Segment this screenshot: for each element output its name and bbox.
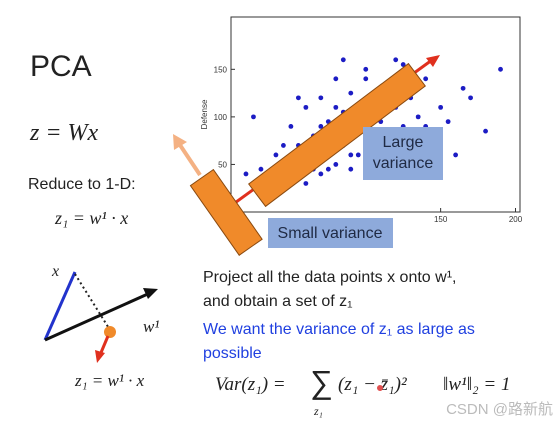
data-point [258,166,264,172]
y-tick-label: 150 [214,65,228,74]
data-point [340,57,346,63]
data-point [415,114,421,120]
data-point [348,166,354,172]
label: z₁ = w¹ · x [74,371,145,390]
large-bar [248,62,426,208]
x-tick-label: 150 [434,215,448,224]
data-point [318,123,324,129]
body-text: Project all the data points x onto w¹, [203,269,456,286]
data-point [400,62,406,67]
x-vector [43,271,77,341]
reduce-text: Reduce to 1-D: [28,176,136,193]
data-point [355,152,361,158]
data-point [438,104,444,110]
arrowhead [95,350,105,363]
projection-line [74,273,111,331]
data-point [273,152,279,158]
data-point [243,171,249,177]
label: variance [373,155,434,172]
small-bar [189,168,263,256]
data-point [453,152,459,158]
data-point [333,76,339,82]
y-axis-label: Defense [200,99,209,129]
data-point [318,171,324,177]
data-point [333,162,339,167]
data-point [498,66,503,72]
data-point [333,104,339,110]
label: Small variance [278,225,383,242]
data-point [363,66,369,72]
data-point [303,104,309,110]
watermark: CSDN @路新航 [446,401,553,418]
label: x [51,263,59,280]
data-point [468,95,473,101]
y-tick-label: 50 [218,160,227,169]
formula: z₁ [313,404,323,418]
y-tick-label: 100 [214,113,228,122]
data-point [348,90,354,96]
data-point [251,114,256,120]
small-arrow [178,143,202,177]
data-point [423,76,429,82]
w-vector [44,291,151,342]
equation: z = Wx [29,120,99,146]
emphasis-text: possible [203,345,262,362]
body-text: and obtain a set of z₁ [203,293,353,310]
arrowhead [173,134,187,150]
label: Large [383,134,424,151]
data-point [483,128,488,134]
label: w¹ [143,317,159,336]
data-point [303,181,309,186]
data-point [348,152,354,158]
formula: Var(z₁) = [215,374,286,395]
slide-title: PCA [30,50,92,83]
data-point [460,85,466,91]
cursor-dot [377,385,383,391]
small-variance-box [268,218,393,248]
arrowhead [143,288,158,299]
projected-point [104,326,116,338]
formula: ‖w¹‖₂ = 1 [443,374,510,395]
data-point [281,143,286,148]
data-point [445,119,451,125]
formula: (z₁ − z̄₁)² [338,374,407,395]
emphasis-text: We want the variance of z₁ as large as [203,321,475,338]
data-point [318,95,324,101]
projection-eq: z₁ = w¹ · x [54,208,128,228]
z-arrow [98,335,110,356]
data-point [393,57,399,63]
formula: ∑ [310,364,333,400]
data-point [295,95,301,101]
data-point [363,76,369,82]
arrowhead [426,55,440,67]
large-variance-box [363,127,443,180]
data-point [288,123,294,129]
x-tick-label: 200 [509,215,523,224]
data-point [325,166,331,172]
